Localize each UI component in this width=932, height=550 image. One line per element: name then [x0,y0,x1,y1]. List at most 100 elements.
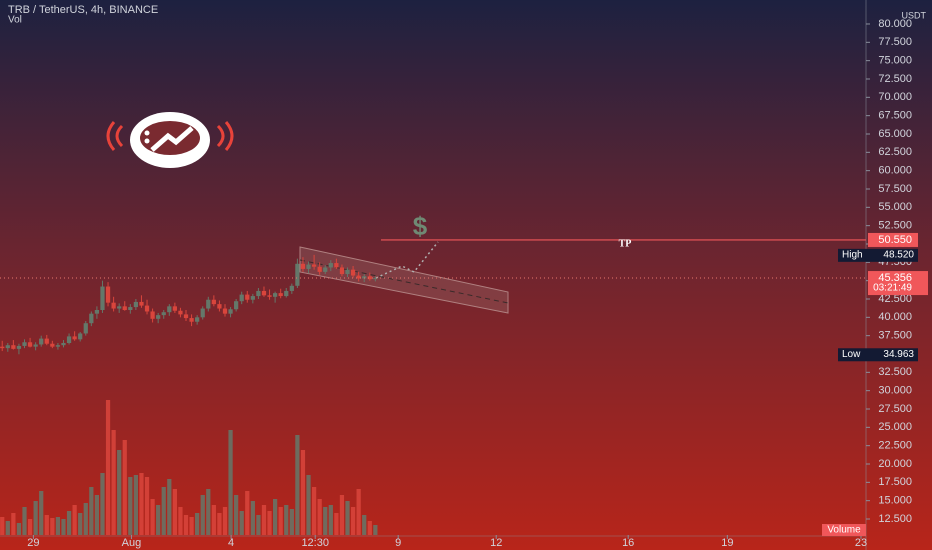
volume-bar [356,489,361,535]
candle-body [117,306,122,309]
y-tick-label: 77.500 [878,36,912,48]
volume-bar [117,450,122,535]
volume-tag: Volume [827,525,861,536]
volume-bar [250,501,255,535]
price-line-box [838,348,918,362]
candle-body [78,333,83,340]
volume-bar [50,518,55,535]
y-tick-label: 75.000 [878,55,912,67]
volume-bar [55,517,61,535]
y-tick-label: 65.000 [878,128,912,140]
volume-bar [261,505,267,535]
y-tick-label: 37.500 [878,330,912,342]
volume-bar [150,499,155,535]
candle-body [139,301,144,306]
volume-bar [228,430,233,535]
volume-bar [83,503,88,535]
tp-price-label: 50.550 [878,234,912,246]
candle-body [323,267,328,272]
candle-body [334,263,339,268]
y-tick-label: 70.000 [878,91,912,103]
volume-bar [206,489,211,535]
candle-body [72,336,77,340]
candle-body [172,306,177,311]
volume-bar [350,507,356,535]
candle-body [178,310,183,315]
candle-body [362,276,367,279]
bar-countdown: 03:21:49 [873,283,912,294]
candle-body [128,307,133,310]
candle-body [111,302,116,309]
volume-bar [105,400,111,535]
candle-body [83,323,88,334]
candle-body [356,275,361,279]
candle-body [156,315,161,319]
volume-bar [306,475,311,535]
x-tick-label: 19 [721,537,733,549]
volume-bar [295,435,300,535]
volume-bar [339,495,345,535]
volume-bar [16,523,22,535]
volume-bar [272,499,278,535]
x-tick-label: 23 [855,537,867,549]
candle-body [0,346,5,349]
candle-body [44,338,49,344]
candle-body [373,278,378,280]
x-tick-label: 29 [27,537,39,549]
price-line-value: 34.963 [883,349,914,360]
volume-bar [200,495,205,535]
candle-body [33,344,38,347]
tp-price-box [868,232,918,247]
x-tick-label: 12:30 [301,537,329,549]
y-tick-label: 40.000 [878,311,912,323]
candle-body [200,308,205,318]
price-line-value: 48.520 [883,249,914,260]
volume-bar [66,511,72,535]
y-tick-label: 62.500 [878,146,912,158]
volume-bar [100,473,105,535]
x-tick-label: Aug [122,537,142,549]
y-tick-label: 55.000 [878,201,912,213]
candle-body [350,269,356,276]
y-tick-label: 12.500 [878,513,912,525]
candle-body [94,309,100,314]
volume-bar [111,430,116,535]
candle-body [144,305,150,312]
y-tick-label: 20.000 [878,458,912,470]
candle-body [183,314,189,319]
y-tick-label: 57.500 [878,183,912,195]
channel-drawing [299,241,509,314]
candle-body [278,293,283,297]
price-line-name: Low [842,349,861,360]
y-tick-label: 30.000 [878,385,912,397]
last-price-box [868,271,928,296]
candle-body [306,264,311,269]
volume-bar [33,501,38,535]
volume-bar [72,505,77,535]
volume-bar [44,515,49,535]
candle-body [228,309,233,314]
candle-body [133,301,139,308]
candle-body [289,285,294,291]
volume-bar [94,495,100,535]
volume-bar [161,487,166,535]
candle-body [122,306,127,310]
dollar-sign: $ [413,211,428,241]
candle-body [105,286,111,303]
candle-body [367,276,372,280]
volume-bar [39,491,44,535]
volume-bar [172,489,177,535]
candle-body [16,345,22,349]
candle-body [61,343,66,346]
candle-body [195,317,200,322]
volume-bar [328,505,333,535]
volume-bar [323,507,328,535]
volume-tag-box [822,524,866,536]
candle-body [11,345,16,349]
candle-body [345,269,350,275]
volume-bar [256,515,261,535]
y-tick-label: 80.000 [878,18,912,30]
volume-bar [334,513,339,535]
